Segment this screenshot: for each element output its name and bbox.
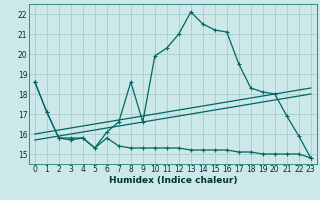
X-axis label: Humidex (Indice chaleur): Humidex (Indice chaleur) bbox=[108, 176, 237, 185]
